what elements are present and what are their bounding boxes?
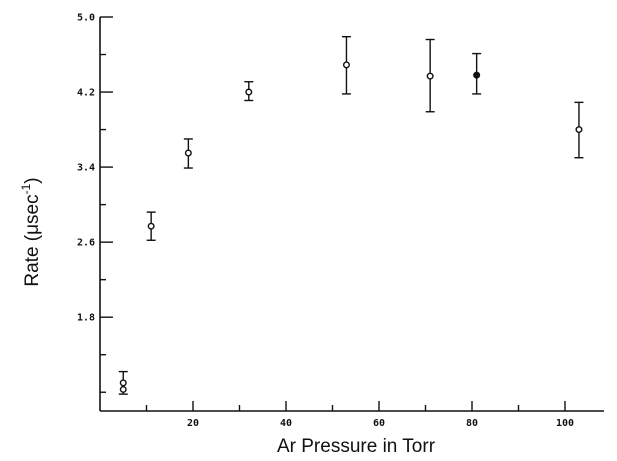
data-point-open [184,149,192,157]
chart-tick-labels: 1.8 2.6 3.4 4.2 5.0 20 40 60 80 100 [77,13,574,430]
x-tick-label: 20 [187,418,199,429]
y-axis-title-superscript: -1 [19,183,33,194]
chart-points [118,36,584,395]
x-tick-label: 60 [373,418,385,429]
x-tick-label: 100 [556,418,574,429]
x-axis-title: Ar Pressure in Torr [277,436,436,457]
y-tick-label: 3.4 [77,163,95,174]
y-tick-label: 4.2 [77,88,95,99]
y-axis-title: Rate (μsec-1) [19,177,43,286]
y-tick-label: 5.0 [77,13,95,24]
data-point-open [245,88,253,96]
data-point-open [342,61,350,69]
data-point-open [426,72,434,80]
chart-axes [99,17,604,412]
y-tick-label: 1.8 [77,313,95,324]
data-point-open [119,385,127,393]
data-point-open [119,379,127,387]
chart-ticks [100,16,566,411]
data-point-open [575,126,583,134]
y-tick-label: 2.6 [77,238,95,249]
data-point-open [147,222,155,230]
y-axis-title-close: ) [22,177,43,183]
x-tick-label: 40 [280,418,292,429]
x-tick-label: 80 [466,418,478,429]
data-point-filled [473,71,481,79]
y-axis-title-base: Rate (μsec [22,194,43,286]
